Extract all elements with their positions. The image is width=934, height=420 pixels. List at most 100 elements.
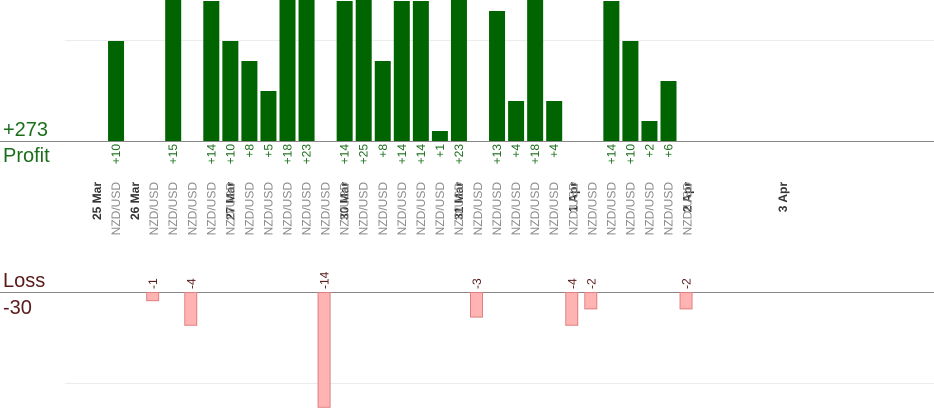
- profit-value-label: +18: [281, 144, 295, 165]
- profit-bar: [412, 1, 429, 141]
- profit-value-label: +4: [509, 144, 523, 158]
- instrument-label: NZD/USD: [585, 182, 599, 236]
- profit-bar: [431, 131, 448, 141]
- instrument-label: NZD/USD: [509, 182, 523, 236]
- date-label: 25 Mar: [90, 182, 104, 220]
- profit-bar: [489, 11, 506, 141]
- profit-value-label: +18: [528, 144, 542, 165]
- profit-bar: [279, 0, 296, 141]
- instrument-label: NZD/USD: [547, 182, 561, 236]
- instrument-label: NZD/USD: [433, 182, 447, 236]
- loss-bar: [184, 292, 198, 326]
- loss-bar: [584, 292, 598, 310]
- profit-bar: [108, 41, 125, 141]
- loss-value-label: -2: [584, 278, 598, 289]
- instrument-label: NZD/USD: [281, 182, 295, 236]
- instrument-label: NZD/USD: [681, 182, 695, 236]
- instrument-label: NZD/USD: [357, 182, 371, 236]
- profit-value-label: +10: [223, 144, 237, 165]
- profit-value-label: +1: [433, 144, 447, 158]
- instrument-label: NZD/USD: [471, 182, 485, 236]
- profit-value-label: +15: [166, 144, 180, 165]
- loss-bar: [317, 292, 331, 408]
- profit-value-label: +5: [261, 144, 275, 158]
- instrument-label: NZD/USD: [452, 182, 466, 236]
- instrument-label: NZD/USD: [662, 182, 676, 236]
- instrument-label: NZD/USD: [376, 182, 390, 236]
- profit-bar: [527, 0, 544, 141]
- loss-value-label: -3: [470, 278, 484, 289]
- profit-value-label: +14: [204, 144, 218, 165]
- profit-value-label: +14: [395, 144, 409, 165]
- profit-value-label: +13: [490, 144, 504, 165]
- loss-bar: [679, 292, 693, 310]
- loss-value-label: -14: [318, 271, 332, 289]
- instrument-label: NZD/USD: [566, 182, 580, 236]
- profit-value-label: +23: [452, 144, 466, 165]
- instrument-label: NZD/USD: [642, 182, 656, 236]
- date-label: 3 Apr: [776, 182, 790, 213]
- profit-value-label: +25: [357, 144, 371, 165]
- instrument-label: NZD/USD: [528, 182, 542, 236]
- instrument-label: NZD/USD: [623, 182, 637, 236]
- instrument-label: NZD/USD: [185, 182, 199, 236]
- loss-value-label: -2: [680, 278, 694, 289]
- instrument-label: NZD/USD: [223, 182, 237, 236]
- profit-bar: [298, 0, 315, 141]
- date-label: 1 Apr: [566, 182, 580, 213]
- instrument-label: NZD/USD: [147, 182, 161, 236]
- profit-value-label: +8: [376, 144, 390, 158]
- instrument-label: NZD/USD: [395, 182, 409, 236]
- loss-label: Loss: [3, 270, 46, 292]
- profit-bar: [393, 1, 410, 141]
- profit-bar: [241, 61, 258, 141]
- instrument-label: NZD/USD: [604, 182, 618, 236]
- profit-bar: [508, 101, 525, 141]
- profit-value-label: +14: [338, 144, 352, 165]
- loss-value-label: -4: [184, 278, 198, 289]
- loss-total: -30: [3, 297, 32, 319]
- profit-value-label: +6: [662, 144, 676, 158]
- instrument-label: NZD/USD: [109, 182, 123, 236]
- profit-bar: [546, 101, 563, 141]
- loss-bar: [470, 292, 483, 318]
- instrument-label: NZD/USD: [300, 182, 314, 236]
- date-label: 30 Mar: [338, 182, 352, 220]
- profit-value-label: +14: [414, 144, 428, 165]
- instrument-label: NZD/USD: [166, 182, 180, 236]
- profit-bar: [603, 1, 620, 141]
- instrument-label: NZD/USD: [319, 182, 333, 236]
- profit-bar: [660, 81, 677, 141]
- instrument-label: NZD/USD: [242, 182, 256, 236]
- profit-bar: [165, 0, 182, 141]
- instrument-label: NZD/USD: [338, 182, 352, 236]
- profit-bar: [203, 1, 220, 141]
- profit-label: Profit: [3, 145, 50, 167]
- profit-bar: [622, 41, 639, 141]
- profit-value-label: +10: [109, 144, 123, 165]
- loss-bar: [146, 292, 160, 302]
- loss-value-label: -1: [146, 278, 160, 289]
- profit-bar: [222, 41, 239, 141]
- profit-bar: [260, 91, 277, 141]
- profit-bar: [450, 0, 467, 141]
- profit-bar: [374, 61, 391, 141]
- profit-value-label: +2: [642, 144, 656, 158]
- date-label: 26 Mar: [128, 182, 142, 220]
- instrument-label: NZD/USD: [490, 182, 504, 236]
- profit-value-label: +14: [604, 144, 618, 165]
- profit-bar: [336, 1, 353, 141]
- instrument-label: NZD/USD: [414, 182, 428, 236]
- date-label: 31 Mar: [452, 182, 466, 220]
- profit-value-label: +10: [623, 144, 637, 165]
- profit-value-label: +23: [300, 144, 314, 165]
- date-label: 27 Mar: [223, 182, 237, 220]
- loss-bar: [565, 292, 579, 326]
- profit-value-label: +4: [547, 144, 561, 158]
- instrument-label: NZD/USD: [261, 182, 275, 236]
- profit-bar: [641, 121, 658, 141]
- date-label: 2 Apr: [681, 182, 695, 213]
- profit-total: +273: [3, 119, 49, 141]
- profit-value-label: +8: [242, 144, 256, 158]
